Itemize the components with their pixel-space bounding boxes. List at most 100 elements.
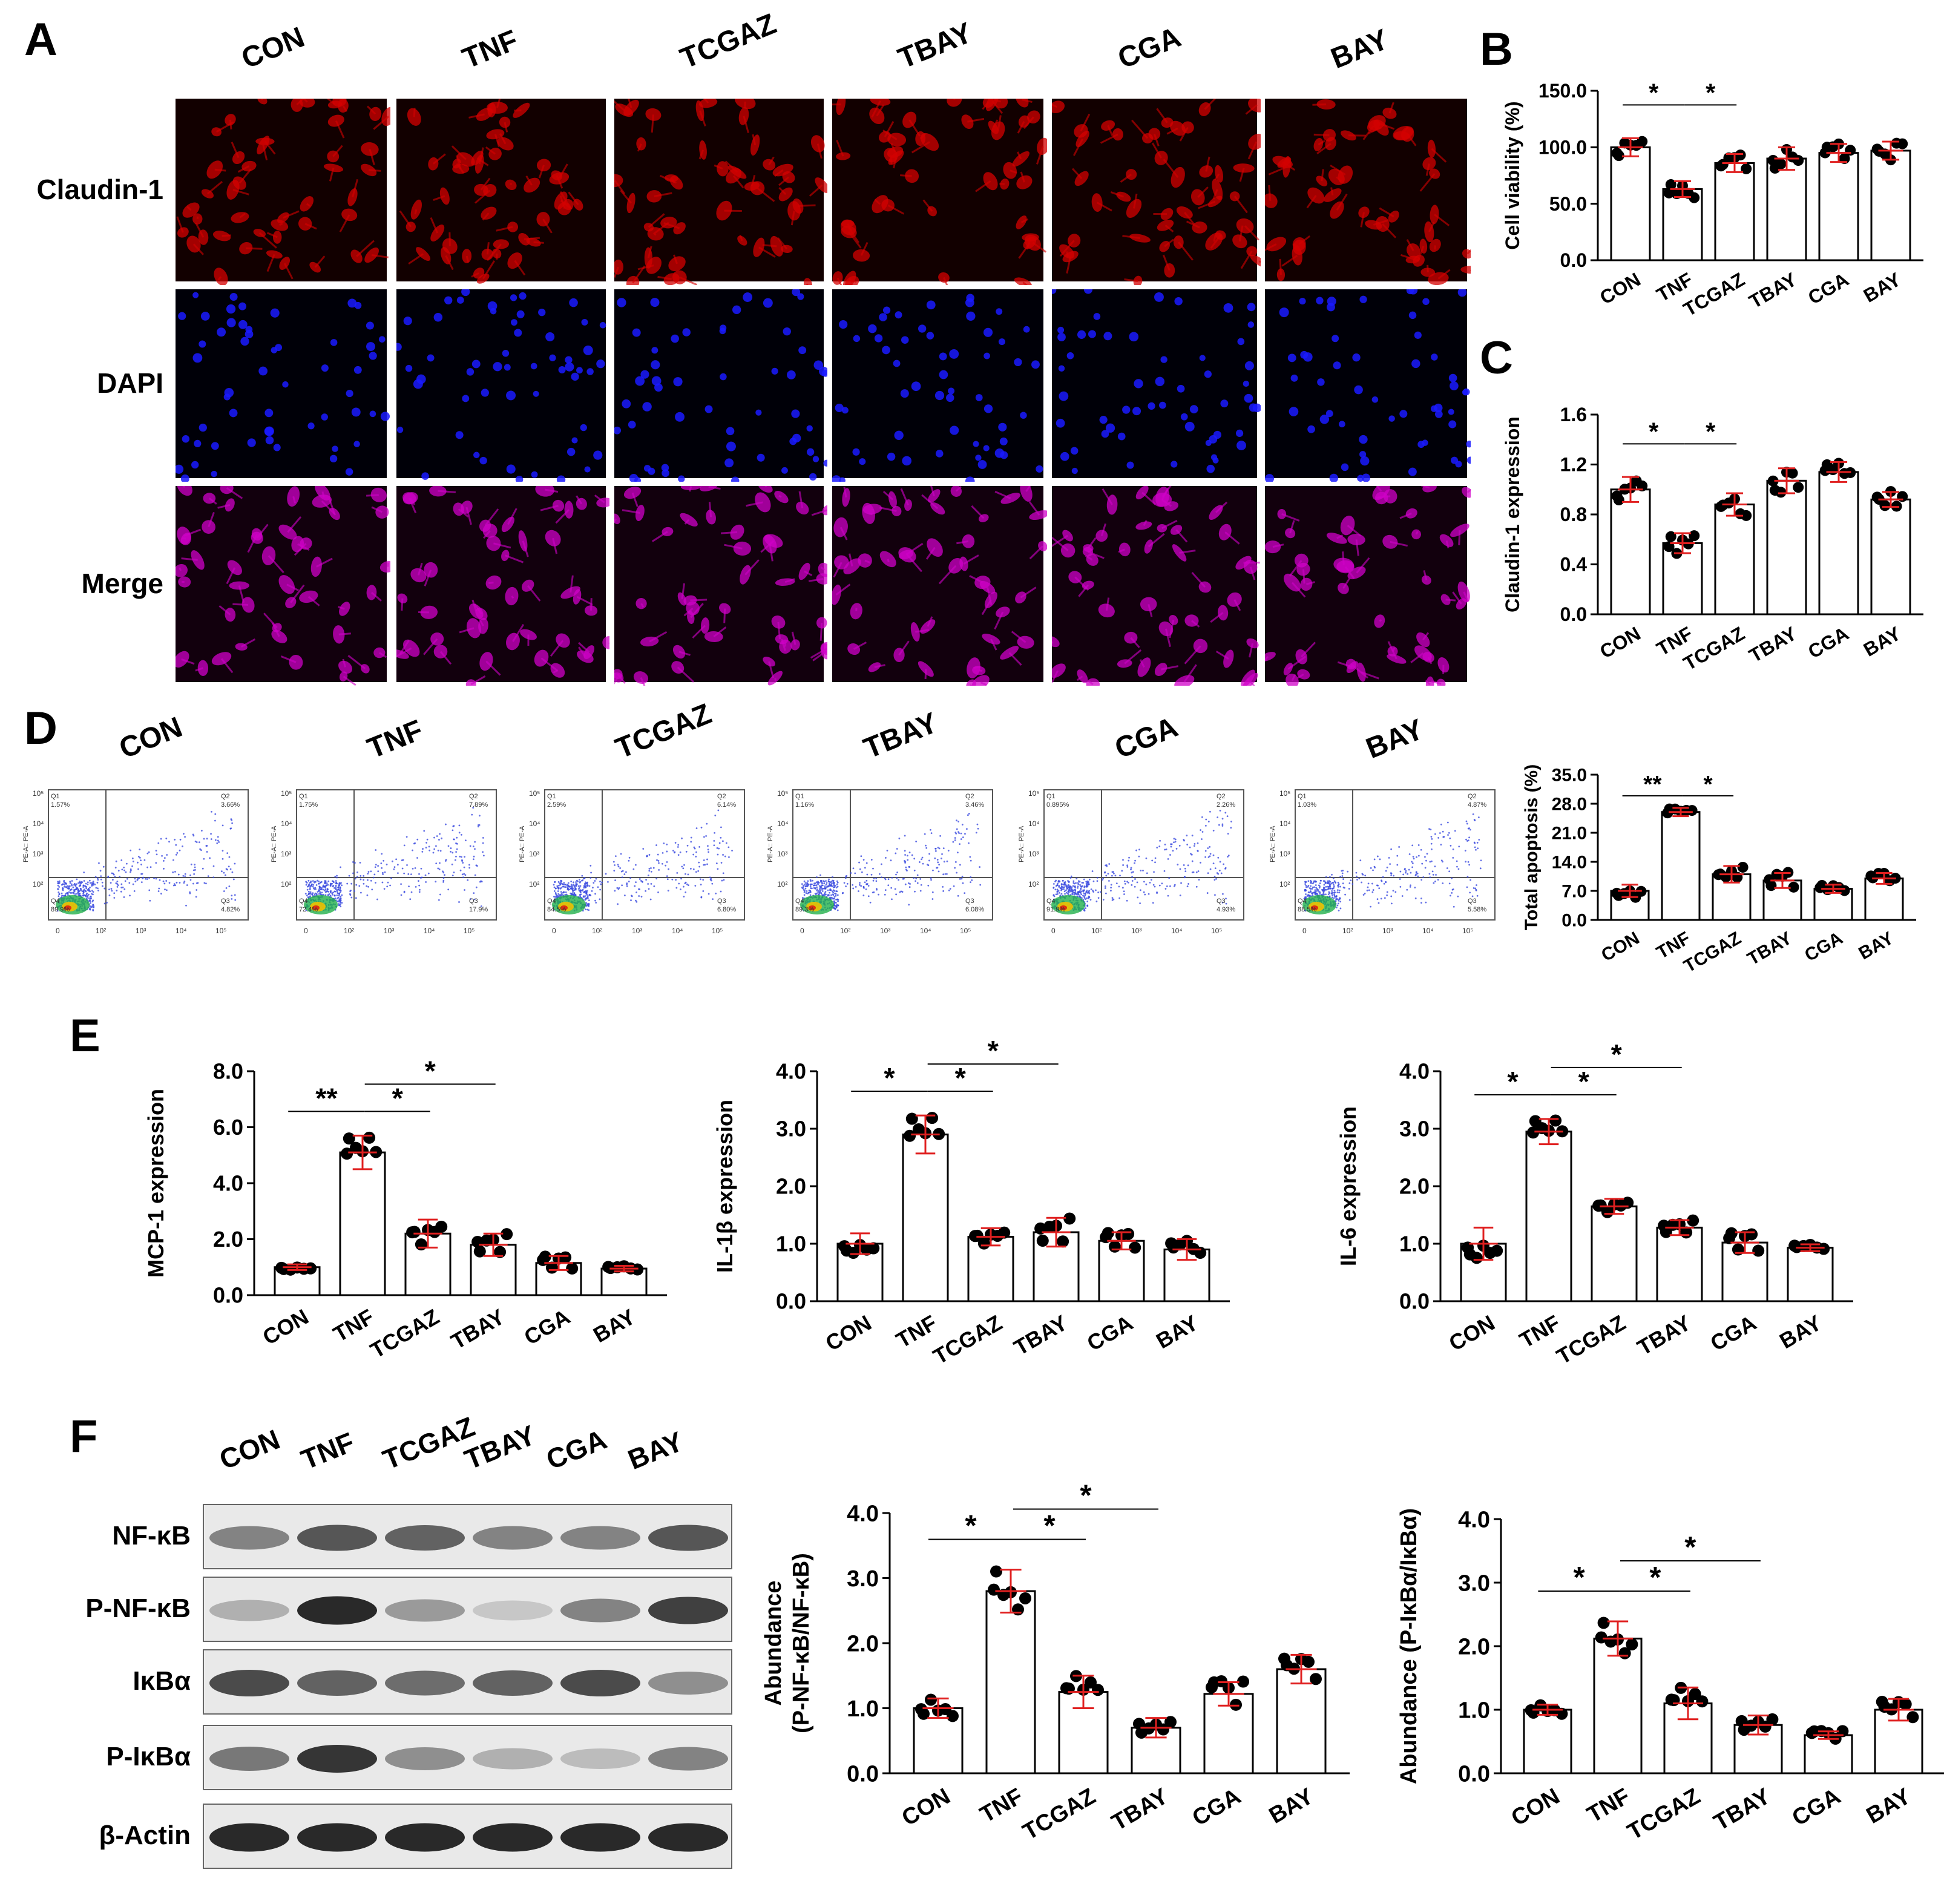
y-tick-label: 4.0 — [847, 1501, 879, 1526]
blot-band — [648, 1597, 728, 1624]
data-point — [969, 1230, 982, 1243]
flow-quadrant-value: 6.80% — [717, 906, 736, 913]
y-axis-label: IL-1β expression — [712, 1100, 737, 1273]
x-tick-label: CGA — [1188, 1784, 1245, 1831]
flow-quadrant-label: Q1 — [1046, 793, 1056, 800]
data-point — [904, 1129, 916, 1142]
flow-quadrant-label: Q1 — [299, 793, 308, 800]
x-tick-label: CGA — [1788, 1784, 1845, 1831]
data-point — [1618, 1647, 1631, 1659]
flow-x-tick: 10² — [96, 927, 106, 935]
x-tick-label: CGA — [1706, 1310, 1761, 1356]
data-point — [363, 1131, 376, 1144]
flow-quadrant-label: Q1 — [795, 793, 804, 800]
y-tick-label: 0.0 — [1458, 1761, 1490, 1787]
data-point — [415, 1238, 427, 1251]
y-tick-label: 4.0 — [213, 1171, 243, 1196]
y-tick-label: 2.0 — [776, 1174, 806, 1199]
col-label-bay: BAY — [1326, 23, 1393, 76]
y-axis-label: Claudin-1 expression — [1502, 416, 1523, 612]
micro-image-merge-tcgaz — [612, 484, 827, 686]
x-tick-label: CON — [1596, 622, 1644, 663]
flow-x-tick: 10² — [1342, 927, 1353, 935]
blot-band — [385, 1525, 465, 1551]
data-point — [1787, 151, 1798, 163]
data-point — [1665, 531, 1676, 542]
flow-x-tick: 10² — [592, 927, 602, 935]
bar-cga — [1203, 1693, 1254, 1774]
flow-quadrant-value: 1.03% — [1298, 801, 1316, 809]
blot-lane-label-con: CON — [215, 1423, 284, 1476]
data-point — [1767, 475, 1779, 487]
blot-band — [560, 1823, 640, 1852]
flow-quadrant-value: 89.3% — [795, 906, 814, 913]
flow-y-tick: 10⁵ — [777, 789, 788, 798]
micro-image-blue-tbay — [830, 287, 1045, 482]
x-tick-label: CGA — [1804, 268, 1853, 309]
flow-quadrant-value: 2.59% — [547, 801, 566, 809]
flow-x-tick: 10⁴ — [424, 927, 435, 935]
col-label-tnf: TNF — [458, 24, 523, 76]
flow-y-tick: 10² — [777, 880, 787, 888]
micro-image-blue-bay — [1263, 287, 1471, 482]
y-tick-label: 0.0 — [847, 1761, 879, 1787]
data-point — [1626, 1638, 1638, 1650]
flow-x-tick: 10³ — [632, 927, 642, 935]
bar-bay — [1276, 1668, 1327, 1774]
data-point — [1310, 1673, 1322, 1686]
data-point — [990, 1565, 1002, 1578]
flow-quadrant-value: 3.46% — [965, 801, 984, 809]
blot-band — [648, 1672, 728, 1695]
flow-y-tick: 10² — [529, 880, 539, 888]
panel-label-e: E — [70, 1010, 100, 1062]
data-point — [501, 1228, 513, 1241]
y-tick-label: 100.0 — [1538, 137, 1587, 159]
flow-quadrant-value: 6.14% — [717, 801, 736, 809]
x-tick-label: TBAY — [1710, 1784, 1775, 1836]
x-tick-label: CGA — [1801, 928, 1846, 965]
data-point — [1871, 143, 1883, 155]
y-tick-label: 8.0 — [213, 1059, 243, 1084]
data-point — [1839, 468, 1850, 479]
flow-quadrant-value: 72.4% — [299, 906, 318, 913]
x-tick-label: CON — [1507, 1784, 1564, 1831]
micro-image-merge-con — [174, 484, 390, 686]
micro-image-red-tnf — [395, 97, 608, 284]
flow-quadrant-value: 88.5% — [1298, 906, 1316, 913]
blot-band — [473, 1670, 553, 1696]
flow-y-axis-label: PE-A:: PE-A — [1018, 826, 1025, 862]
y-tick-label: 2.0 — [1399, 1174, 1430, 1199]
data-point — [1165, 1237, 1178, 1250]
micro-image-merge-tnf — [395, 484, 609, 686]
flow-x-tick: 10⁴ — [672, 927, 683, 935]
panel-label-c: C — [1480, 332, 1513, 384]
blot-strip-2 — [203, 1649, 732, 1715]
flow-y-tick: 10⁴ — [281, 819, 292, 828]
micro-image-red-cga — [1050, 97, 1261, 285]
blot-band — [385, 1747, 465, 1770]
y-tick-label: 0.0 — [1560, 603, 1587, 625]
bar-tcgaz — [967, 1236, 1014, 1302]
y-tick-label: 28.0 — [1552, 795, 1587, 815]
flow-quadrant-label: Q4 — [1298, 898, 1307, 905]
data-point — [1775, 487, 1787, 498]
data-point — [406, 1226, 419, 1239]
significance-star: * — [1574, 1561, 1586, 1594]
band-label-1: P-NF-κB — [85, 1594, 191, 1623]
flow-x-tick: 10⁵ — [1462, 927, 1473, 935]
x-tick-label: BAY — [1152, 1310, 1202, 1354]
flow-title-bay: BAY — [1361, 713, 1428, 766]
significance-star: * — [1649, 78, 1659, 107]
flow-y-tick: 10⁴ — [1028, 819, 1040, 828]
x-tick-label: BAY — [1775, 1310, 1825, 1354]
data-point — [1713, 869, 1724, 881]
x-tick-label: TBAY — [1745, 268, 1801, 312]
significance-star: * — [1080, 1479, 1092, 1512]
data-point — [471, 1235, 484, 1248]
data-point — [1057, 1235, 1069, 1248]
y-tick-label: 2.0 — [213, 1227, 243, 1252]
bar-tcgaz — [1714, 504, 1755, 616]
flow-quadrant-label: Q2 — [1468, 793, 1477, 800]
y-tick-label: 2.0 — [1458, 1634, 1490, 1659]
